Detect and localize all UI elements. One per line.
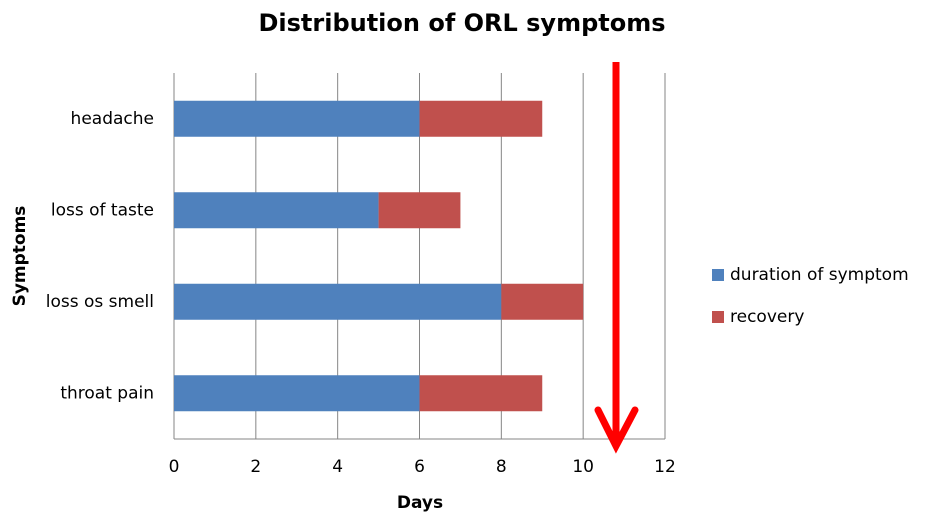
legend-label: recovery <box>730 307 804 327</box>
x-tick-label: 10 <box>572 457 594 477</box>
y-tick-label: loss of taste <box>51 200 154 220</box>
x-tick-label: 8 <box>496 457 507 477</box>
x-tick-label: 12 <box>654 457 676 477</box>
x-axis-label: Days <box>397 493 443 513</box>
y-tick-label: throat pain <box>60 383 154 403</box>
y-tick-label: headache <box>71 109 154 129</box>
x-tick-label: 6 <box>414 457 425 477</box>
bar <box>174 375 420 412</box>
bar <box>174 192 379 229</box>
bar <box>174 283 502 320</box>
x-tick-label: 0 <box>169 457 180 477</box>
y-tick-label: loss os smell <box>46 292 154 312</box>
x-tick-label: 2 <box>250 457 261 477</box>
bar <box>501 283 584 320</box>
chart-title: Distribution of ORL symptoms <box>258 9 665 37</box>
arrow-head <box>594 406 639 454</box>
legend-label: duration of symptom <box>730 265 909 285</box>
y-axis-label: Symptoms <box>10 206 30 307</box>
bar <box>378 192 461 229</box>
bar <box>174 100 420 137</box>
annotation-arrow <box>594 62 639 454</box>
bar <box>419 100 543 137</box>
plot-area: 0 2 4 6 8 10 12 headache loss of taste loss os sm… <box>46 73 676 477</box>
legend-swatch <box>712 311 724 323</box>
bar <box>419 375 543 412</box>
x-tick-label: 4 <box>332 457 343 477</box>
legend-swatch <box>712 269 724 281</box>
